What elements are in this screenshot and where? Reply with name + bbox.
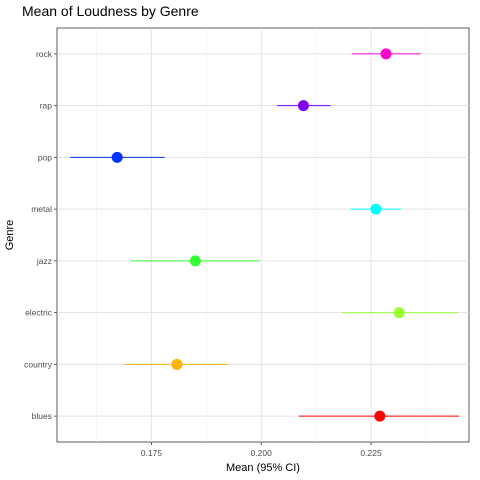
y-tick-label-country: country [24, 359, 53, 369]
mean-point-blues [374, 410, 386, 422]
chart-title: Mean of Loudness by Genre [22, 3, 199, 19]
y-tick-label-pop: pop [38, 152, 52, 162]
mean-point-rap [297, 100, 309, 112]
y-tick-label-rap: rap [40, 101, 53, 111]
y-tick-label-blues: blues [32, 411, 52, 421]
y-tick-label-jazz: jazz [36, 256, 52, 266]
x-tick-label: 0.225 [360, 448, 382, 458]
x-tick-label: 0.175 [141, 448, 163, 458]
grid-layer [57, 28, 469, 442]
y-tick-label-metal: metal [31, 204, 52, 214]
y-axis-title: Genre [4, 220, 16, 251]
mean-point-jazz [189, 255, 201, 267]
mean-point-electric [393, 307, 405, 319]
y-tick-label-rock: rock [36, 49, 53, 59]
y-tick-label-electric: electric [25, 308, 53, 318]
mean-point-rock [380, 48, 392, 60]
plot-panel [56, 27, 470, 443]
mean-point-metal [370, 203, 382, 215]
x-tick-label: 0.200 [251, 448, 273, 458]
data-layer [70, 48, 459, 422]
x-axis-title: Mean (95% CI) [226, 462, 300, 474]
axis-layer: 0.175 0.200 0.225 blues country electric jazz m… [24, 49, 382, 458]
mean-point-pop [111, 151, 123, 163]
mean-point-country [171, 358, 183, 370]
